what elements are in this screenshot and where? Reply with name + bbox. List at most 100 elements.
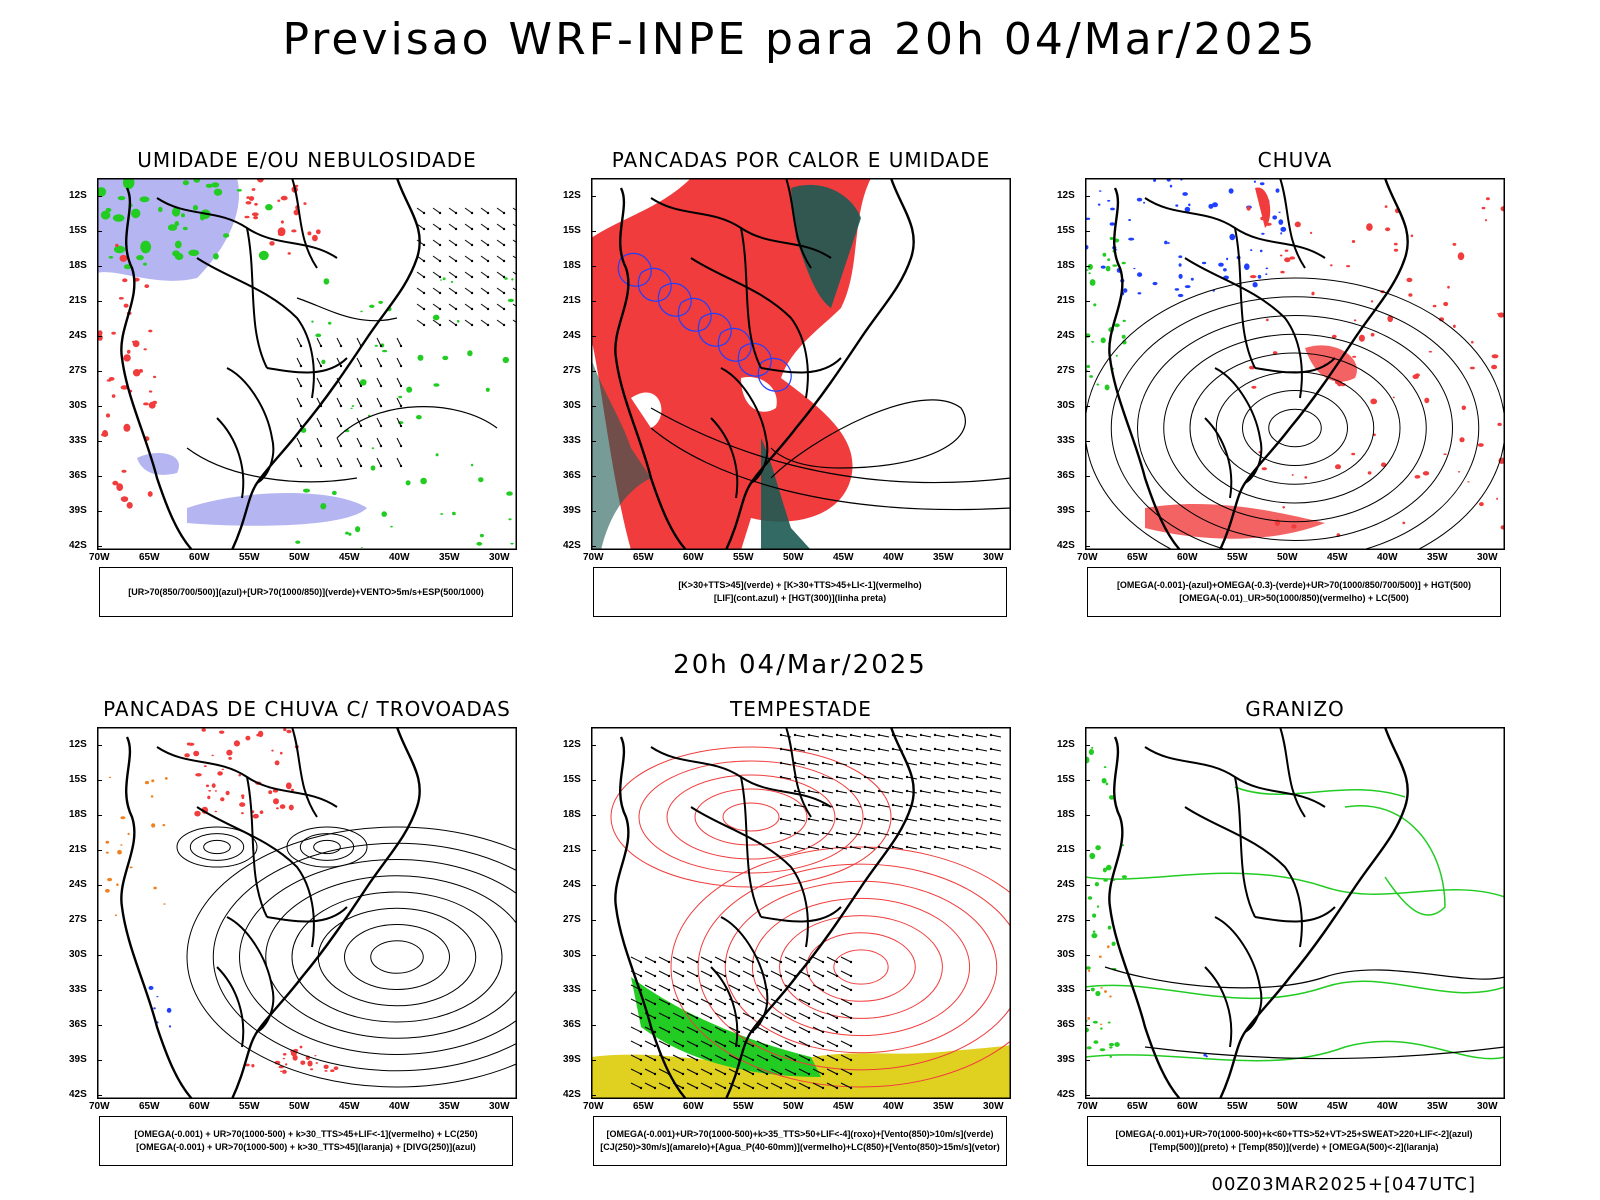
lon-label: 50W bbox=[783, 1101, 804, 1112]
lon-label: 45W bbox=[833, 552, 854, 563]
legend-box: [UR>70(850/700/500)](azul)+[UR>70(1000/8… bbox=[99, 567, 513, 617]
panel-title: PANCADAS POR CALOR E UMIDADE bbox=[611, 148, 991, 172]
lat-tick bbox=[591, 920, 596, 921]
lon-label: 40W bbox=[389, 552, 410, 563]
lat-label: 36S bbox=[563, 1019, 581, 1030]
lon-label: 60W bbox=[1177, 1101, 1198, 1112]
lat-label: 36S bbox=[1057, 1019, 1075, 1030]
lat-tick bbox=[97, 850, 102, 851]
map-panel bbox=[591, 727, 1011, 1099]
lat-tick bbox=[97, 476, 102, 477]
lon-label: 70W bbox=[1077, 552, 1098, 563]
lon-label: 35W bbox=[933, 552, 954, 563]
lon-label: 40W bbox=[389, 1101, 410, 1112]
lat-label: 27S bbox=[69, 365, 87, 376]
lat-label: 36S bbox=[563, 470, 581, 481]
lat-tick bbox=[591, 745, 596, 746]
panel-title: TEMPESTADE bbox=[730, 697, 872, 721]
lon-label: 45W bbox=[339, 552, 360, 563]
legend-box: [OMEGA(-0.001)+UR>70(1000-500)+k>35_TTS>… bbox=[593, 1116, 1007, 1166]
lat-label: 24S bbox=[69, 330, 87, 341]
lat-tick bbox=[1085, 511, 1090, 512]
lat-tick bbox=[1085, 1060, 1090, 1061]
legend-line: [OMEGA(-0.01)_UR>50(1000/850)(vermelho) … bbox=[1179, 593, 1409, 603]
lat-label: 27S bbox=[1057, 914, 1075, 925]
lat-tick bbox=[97, 1060, 102, 1061]
lat-tick bbox=[1085, 1095, 1090, 1096]
lat-tick bbox=[97, 301, 102, 302]
lat-tick bbox=[1085, 336, 1090, 337]
lat-tick bbox=[591, 406, 596, 407]
map-panel bbox=[97, 178, 517, 550]
legend-line: [Temp(500)](preto) + [Temp(850)](verde) … bbox=[1149, 1142, 1439, 1152]
lat-label: 33S bbox=[563, 984, 581, 995]
lat-tick bbox=[591, 371, 596, 372]
legend-box: [K>30+TTS>45](verde) + [K>30+TTS>45+LI<-… bbox=[593, 567, 1007, 617]
lat-tick bbox=[591, 955, 596, 956]
lon-label: 50W bbox=[289, 1101, 310, 1112]
lat-label: 24S bbox=[1057, 330, 1075, 341]
lon-label: 35W bbox=[933, 1101, 954, 1112]
lat-label: 42S bbox=[69, 1089, 87, 1100]
lat-tick bbox=[97, 406, 102, 407]
lat-tick bbox=[1085, 231, 1090, 232]
lat-label: 33S bbox=[69, 435, 87, 446]
lat-tick bbox=[591, 301, 596, 302]
lat-label: 21S bbox=[69, 844, 87, 855]
lat-tick bbox=[97, 990, 102, 991]
lon-label: 30W bbox=[1477, 552, 1498, 563]
page-title: Previsao WRF-INPE para 20h 04/Mar/2025 bbox=[282, 14, 1318, 65]
lat-label: 30S bbox=[563, 949, 581, 960]
lat-label: 30S bbox=[69, 400, 87, 411]
lat-tick bbox=[1085, 371, 1090, 372]
lon-label: 45W bbox=[1327, 552, 1348, 563]
run-info-label: 00Z03MAR2025+[047UTC] bbox=[1211, 1174, 1476, 1195]
lat-tick bbox=[97, 336, 102, 337]
lat-tick bbox=[591, 1060, 596, 1061]
lat-tick bbox=[1085, 301, 1090, 302]
lon-label: 55W bbox=[1227, 552, 1248, 563]
lat-label: 12S bbox=[1057, 190, 1075, 201]
lat-tick bbox=[97, 266, 102, 267]
map-panel bbox=[1085, 727, 1505, 1099]
lat-tick bbox=[1085, 441, 1090, 442]
legend-line: [OMEGA(-0.001) + UR>70(1000-500) + k>30_… bbox=[134, 1129, 478, 1139]
map-panel bbox=[591, 178, 1011, 550]
lat-label: 36S bbox=[1057, 470, 1075, 481]
lat-label: 12S bbox=[69, 190, 87, 201]
lat-label: 27S bbox=[69, 914, 87, 925]
lat-label: 27S bbox=[563, 914, 581, 925]
lon-label: 55W bbox=[239, 1101, 260, 1112]
lat-tick bbox=[1085, 546, 1090, 547]
lat-tick bbox=[97, 745, 102, 746]
lon-label: 40W bbox=[883, 1101, 904, 1112]
lat-label: 39S bbox=[563, 1054, 581, 1065]
lat-label: 24S bbox=[69, 879, 87, 890]
lon-label: 70W bbox=[89, 1101, 110, 1112]
lat-label: 24S bbox=[563, 330, 581, 341]
lat-tick bbox=[591, 815, 596, 816]
lat-tick bbox=[591, 885, 596, 886]
legend-line: [OMEGA(-0.001) + UR>70(1000-500) + k>30_… bbox=[136, 1142, 476, 1152]
lat-tick bbox=[97, 441, 102, 442]
lat-label: 30S bbox=[1057, 400, 1075, 411]
lat-label: 18S bbox=[1057, 260, 1075, 271]
lon-label: 55W bbox=[733, 1101, 754, 1112]
lat-tick bbox=[1085, 955, 1090, 956]
lat-tick bbox=[97, 1095, 102, 1096]
lon-label: 45W bbox=[833, 1101, 854, 1112]
lat-label: 12S bbox=[563, 739, 581, 750]
lon-label: 60W bbox=[683, 552, 704, 563]
lon-label: 60W bbox=[683, 1101, 704, 1112]
valid-time-label: 20h 04/Mar/2025 bbox=[673, 650, 927, 680]
lat-label: 30S bbox=[563, 400, 581, 411]
lat-tick bbox=[591, 231, 596, 232]
lat-tick bbox=[1085, 476, 1090, 477]
lat-label: 12S bbox=[1057, 739, 1075, 750]
panel-title: UMIDADE E/OU NEBULOSIDADE bbox=[137, 148, 477, 172]
lat-label: 18S bbox=[563, 809, 581, 820]
lon-label: 65W bbox=[1127, 552, 1148, 563]
lon-label: 30W bbox=[489, 552, 510, 563]
lon-label: 50W bbox=[289, 552, 310, 563]
lat-label: 21S bbox=[563, 295, 581, 306]
